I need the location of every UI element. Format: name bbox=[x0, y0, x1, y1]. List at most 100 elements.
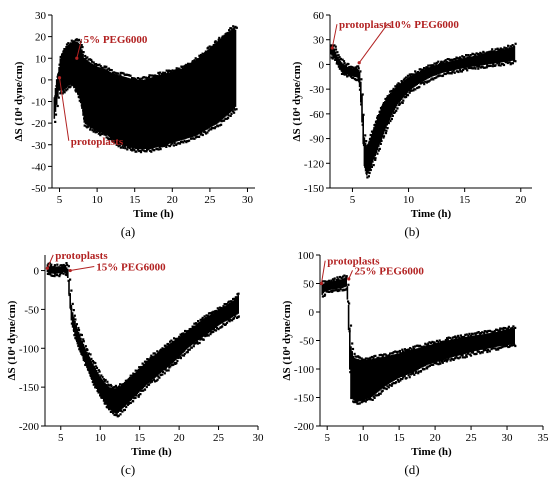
data-point bbox=[423, 346, 425, 367]
data-point bbox=[63, 91, 66, 94]
data-point bbox=[146, 148, 149, 151]
data-point bbox=[419, 347, 422, 369]
data-point bbox=[231, 29, 233, 112]
data-point bbox=[152, 378, 156, 381]
data-point bbox=[90, 357, 93, 360]
data-point bbox=[411, 349, 413, 373]
data-point bbox=[399, 83, 402, 102]
data-point bbox=[378, 392, 381, 395]
data-point bbox=[511, 44, 514, 47]
data-point bbox=[415, 348, 417, 371]
data-point bbox=[106, 68, 109, 71]
data-point bbox=[76, 328, 79, 345]
data-point bbox=[447, 340, 449, 359]
data-point bbox=[339, 60, 342, 70]
data-point bbox=[451, 336, 455, 339]
data-point bbox=[398, 84, 400, 103]
data-point bbox=[488, 350, 491, 353]
data-point bbox=[512, 328, 514, 345]
data-point bbox=[148, 76, 151, 79]
data-point bbox=[411, 372, 414, 375]
data-point bbox=[410, 348, 413, 351]
data-point bbox=[89, 128, 92, 131]
data-point bbox=[502, 49, 505, 63]
data-point bbox=[87, 60, 89, 126]
data-point bbox=[74, 318, 77, 321]
data-point bbox=[203, 318, 206, 336]
y-axis-label: ΔS (10⁴ dyne/cm) bbox=[281, 300, 293, 380]
data-point bbox=[234, 29, 237, 107]
data-point bbox=[467, 54, 470, 57]
data-point bbox=[420, 81, 423, 84]
data-point bbox=[112, 388, 115, 412]
data-point bbox=[471, 53, 475, 56]
data-point bbox=[67, 268, 69, 278]
data-point bbox=[514, 60, 517, 63]
data-point bbox=[111, 410, 114, 413]
data-point bbox=[381, 357, 383, 389]
data-point bbox=[476, 65, 479, 68]
data-point bbox=[216, 327, 219, 330]
data-point bbox=[352, 76, 355, 80]
data-point bbox=[208, 315, 211, 333]
data-point bbox=[341, 58, 344, 61]
data-point bbox=[113, 141, 117, 144]
y-tick-label: -50 bbox=[299, 336, 314, 348]
data-point bbox=[385, 129, 388, 132]
data-point bbox=[369, 168, 372, 172]
data-point bbox=[77, 329, 81, 332]
data-point bbox=[175, 143, 178, 146]
data-point bbox=[444, 338, 447, 342]
data-point bbox=[53, 264, 56, 267]
data-point bbox=[170, 143, 173, 146]
data-point bbox=[455, 70, 458, 73]
data-point bbox=[512, 59, 516, 62]
x-tick-label: 20 bbox=[430, 432, 442, 444]
data-point bbox=[435, 64, 438, 76]
data-point bbox=[483, 331, 486, 334]
data-point bbox=[93, 361, 96, 364]
data-point bbox=[491, 65, 494, 68]
data-point bbox=[211, 45, 214, 127]
data-point bbox=[494, 48, 497, 51]
y-tick-label: -100 bbox=[19, 343, 40, 355]
data-point bbox=[79, 46, 82, 104]
data-point bbox=[94, 365, 98, 368]
data-point bbox=[389, 352, 392, 355]
data-point bbox=[237, 315, 240, 318]
data-point bbox=[103, 68, 106, 134]
data-point bbox=[416, 86, 419, 90]
data-point bbox=[148, 78, 150, 149]
data-point bbox=[395, 109, 398, 112]
data-point bbox=[209, 314, 212, 332]
data-point bbox=[385, 99, 387, 129]
data-point bbox=[447, 357, 450, 360]
data-point bbox=[105, 383, 107, 405]
data-point bbox=[66, 45, 69, 87]
data-point bbox=[407, 350, 410, 375]
data-point bbox=[97, 372, 99, 392]
data-point bbox=[468, 55, 471, 58]
data-point bbox=[107, 384, 111, 387]
data-point bbox=[420, 345, 423, 348]
data-point bbox=[443, 72, 446, 75]
data-point bbox=[126, 77, 129, 147]
data-point bbox=[180, 68, 183, 141]
data-point bbox=[109, 72, 112, 139]
data-point bbox=[435, 362, 438, 365]
data-point bbox=[206, 316, 208, 335]
data-point bbox=[451, 58, 454, 62]
data-point bbox=[227, 32, 230, 115]
data-point bbox=[101, 379, 104, 399]
data-point bbox=[397, 82, 400, 85]
data-point bbox=[59, 272, 62, 275]
data-point bbox=[181, 332, 184, 335]
data-point bbox=[389, 119, 392, 123]
data-point bbox=[135, 78, 138, 81]
data-point bbox=[56, 104, 59, 108]
data-point bbox=[153, 149, 156, 152]
data-point bbox=[494, 51, 496, 64]
data-point bbox=[84, 345, 87, 348]
data-point bbox=[91, 129, 94, 132]
data-point bbox=[67, 42, 70, 45]
